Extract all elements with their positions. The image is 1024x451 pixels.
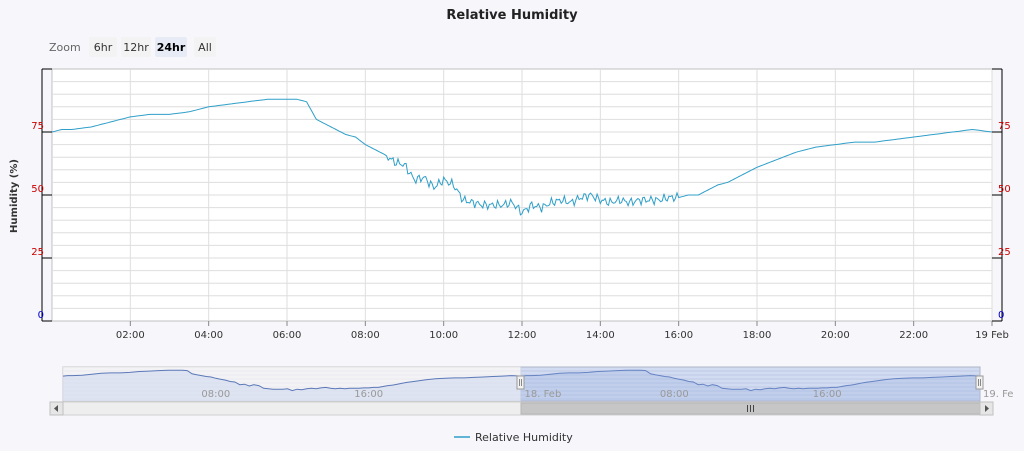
navigator-x-label: 16:00	[813, 389, 842, 400]
y-tick-label-left: 25	[31, 247, 44, 258]
x-tick-label: 08:00	[351, 330, 380, 341]
zoom-label: Zoom	[49, 41, 81, 54]
x-tick-label: 22:00	[899, 330, 928, 341]
navigator-scrollbar[interactable]	[49, 401, 994, 416]
y-tick-label-right: 0	[998, 310, 1004, 321]
x-tick-label: 14:00	[586, 330, 615, 341]
x-axis: 02:00 04:00 06:00 08:00 10:00 12:00 14:00 16:00…	[116, 321, 1009, 341]
x-tick-label: 19 Feb	[975, 330, 1009, 341]
zoom-button-12hr[interactable]: 12hr	[121, 37, 151, 57]
x-tick-label: 02:00	[116, 330, 145, 341]
zoom-button-bg	[194, 37, 216, 57]
navigator-x-labels: 08:00 16:00 18. Feb 08:00 16:00 19. Fe	[201, 389, 1013, 400]
navigator-x-label: 19. Fe	[983, 389, 1013, 400]
navigator[interactable]: 08:00 16:00 18. Feb 08:00 16:00 19. Fe	[62, 366, 1013, 402]
scrollbar-grip-icon	[747, 405, 754, 412]
zoom-button-label: 6hr	[94, 41, 113, 54]
navigator-x-label: 08:00	[660, 389, 689, 400]
navigator-x-label: 18. Feb	[525, 389, 562, 400]
y-tick-label-right: 25	[998, 247, 1011, 258]
x-tick-label: 16:00	[664, 330, 693, 341]
range-selector: Zoom 6hr 12hr 24hr All	[49, 37, 216, 57]
zoom-button-bg	[121, 37, 151, 57]
y-axis-title: Humidity (%)	[9, 159, 20, 233]
zoom-button-bg	[89, 37, 117, 57]
series-line-relative-humidity	[51, 98, 993, 216]
chart-title: Relative Humidity	[446, 8, 578, 23]
y-tick-label-right: 75	[998, 121, 1011, 132]
x-tick-label: 06:00	[273, 330, 302, 341]
navigator-x-label: 08:00	[201, 389, 230, 400]
x-tick-label: 18:00	[743, 330, 772, 341]
legend-item-relative-humidity[interactable]: Relative Humidity	[475, 431, 573, 444]
zoom-button-label: 12hr	[123, 41, 149, 54]
y-axis-left: 0 25 50 75	[31, 68, 52, 322]
y-axis-right: 0 25 50 75	[992, 68, 1011, 322]
arrow-right-icon	[985, 405, 989, 412]
y-tick-label-right: 50	[998, 184, 1011, 195]
navigator-selected-range[interactable]	[520, 366, 981, 402]
scroll-right-button[interactable]	[979, 401, 994, 416]
x-tick-label: 20:00	[821, 330, 850, 341]
x-tick-label: 12:00	[508, 330, 537, 341]
zoom-button-6hr[interactable]: 6hr	[89, 37, 117, 57]
navigator-handle-right[interactable]	[975, 375, 984, 390]
navigator-x-label: 16:00	[354, 389, 383, 400]
zoom-button-all[interactable]: All	[194, 37, 216, 57]
legend[interactable]: Relative Humidity	[454, 431, 573, 444]
scroll-left-button[interactable]	[49, 401, 64, 416]
x-tick-label: 04:00	[194, 330, 223, 341]
grid-lines	[52, 69, 993, 321]
x-tick-label: 10:00	[429, 330, 458, 341]
y-tick-label-left: 75	[31, 121, 44, 132]
navigator-handle-left[interactable]	[516, 375, 525, 390]
zoom-button-bg	[155, 37, 187, 57]
zoom-button-label: 24hr	[157, 41, 186, 54]
arrow-left-icon	[54, 405, 58, 412]
zoom-button-label: All	[198, 41, 212, 54]
y-tick-label-left: 50	[31, 184, 44, 195]
zoom-button-24hr[interactable]: 24hr	[155, 37, 187, 57]
navigator-mask-unselected	[63, 367, 521, 401]
y-tick-label-left: 0	[38, 310, 44, 321]
